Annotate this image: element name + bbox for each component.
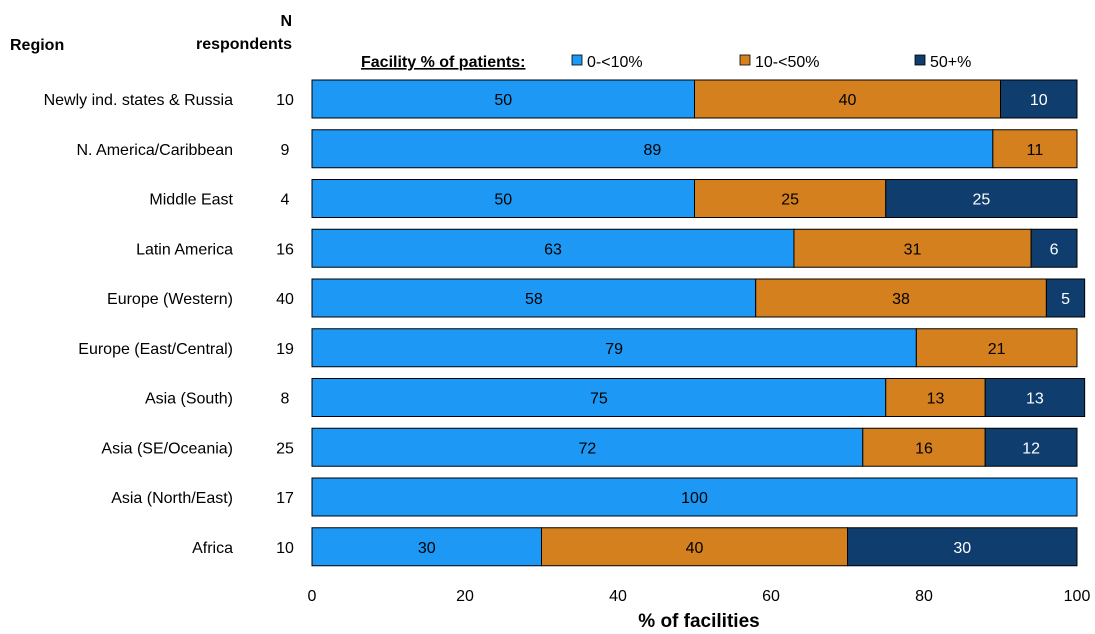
data-label: 25 [972, 192, 990, 209]
n-respondents-value: 19 [276, 341, 294, 358]
region-label: Middle East [149, 192, 233, 209]
x-tick-label: 80 [915, 588, 933, 605]
bar-segment [694, 179, 887, 218]
x-tick-label: 0 [308, 588, 317, 605]
data-label: 13 [1026, 391, 1044, 408]
region-label: Newly ind. states & Russia [44, 92, 234, 109]
legend-label: 10-<50% [755, 54, 820, 71]
data-label: 75 [590, 391, 608, 408]
region-label: Africa [192, 540, 233, 557]
n-respondents-value: 40 [276, 291, 294, 308]
bar-segment [311, 179, 695, 218]
bar-segment [1000, 79, 1078, 119]
legend: 0-<10% 10-<50% 50+% [571, 54, 971, 71]
x-tick-label: 100 [1064, 588, 1091, 605]
bar-segment [992, 129, 1078, 169]
bar-segment [862, 427, 986, 467]
bar-segment [847, 527, 1078, 567]
data-label: 31 [904, 241, 922, 258]
x-tick-label: 20 [456, 588, 474, 605]
data-label: 79 [605, 341, 623, 358]
x-tick-label: 40 [609, 588, 627, 605]
bar-segment [311, 129, 994, 169]
bar-segment [793, 228, 1032, 268]
data-label: 10 [1030, 92, 1048, 109]
data-label: 72 [579, 440, 597, 457]
region-label: Europe (Western) [107, 291, 233, 308]
bar-segment [1030, 228, 1078, 268]
region-label: Europe (East/Central) [78, 341, 233, 358]
bar-segment [311, 228, 795, 268]
data-label: 30 [418, 540, 436, 557]
region-label: Latin America [136, 241, 233, 258]
bar-segment [915, 328, 1078, 368]
data-label: 50 [494, 192, 512, 209]
n-respondents-value: 16 [276, 241, 294, 258]
n-respondents-value: 10 [276, 92, 294, 109]
legend-swatch [739, 54, 751, 66]
data-label: 12 [1022, 440, 1040, 457]
data-label: 63 [544, 241, 562, 258]
n-respondents-value: 9 [281, 142, 290, 159]
data-label: 100 [681, 490, 708, 507]
legend-label: 0-<10% [587, 54, 643, 71]
data-label: 25 [781, 192, 799, 209]
bar-segment [311, 278, 757, 318]
data-label: 5 [1061, 291, 1070, 308]
legend-title: Facility % of patients: [361, 54, 525, 71]
x-axis: 0 20 40 60 80 100 [308, 588, 1091, 605]
bar-segment [984, 378, 1086, 417]
data-label: 30 [953, 540, 971, 557]
data-label: 13 [927, 391, 945, 408]
data-label: 40 [839, 92, 857, 109]
bar-segment [694, 79, 1001, 119]
data-label: 16 [915, 440, 933, 457]
bar-segment [885, 179, 1078, 218]
n-respondents-value: 4 [281, 192, 290, 209]
region-label: N. America/Caribbean [76, 142, 233, 159]
x-tick-label: 60 [762, 588, 780, 605]
bar-segment [541, 527, 848, 567]
row-labels: Newly ind. states & Russia 10 N. America/C… [44, 92, 294, 557]
bar-area: 50 40 10 89 11 50 25 25 63 31 6 58 38 5 79 21 75 13 13 72 16… [311, 79, 1086, 567]
region-label: Asia (North/East) [111, 490, 233, 507]
data-label: 58 [525, 291, 543, 308]
bar-segment [885, 378, 986, 417]
bar-segment [311, 378, 887, 417]
n-respondents-value: 17 [276, 490, 294, 507]
bar-segment [1045, 278, 1086, 318]
legend-swatch [571, 54, 583, 66]
region-label: Asia (SE/Oceania) [101, 440, 233, 457]
region-label: Asia (South) [145, 391, 233, 408]
legend-label: 50+% [930, 54, 971, 71]
n-column-header-line1: N [280, 13, 292, 30]
n-column-header-line2: respondents [196, 36, 292, 53]
data-label: 50 [494, 92, 512, 109]
data-label: 40 [686, 540, 704, 557]
data-label: 6 [1050, 241, 1059, 258]
bar-segment [311, 427, 864, 467]
data-label: 21 [988, 341, 1006, 358]
data-label: 38 [892, 291, 910, 308]
n-respondents-value: 10 [276, 540, 294, 557]
bar-segment [984, 427, 1078, 467]
n-respondents-value: 25 [276, 440, 294, 457]
bar-segment [311, 79, 695, 119]
bar-segment [755, 278, 1047, 318]
data-label: 11 [1027, 142, 1044, 159]
legend-swatch [914, 54, 926, 66]
x-axis-label: % of facilities [638, 611, 759, 629]
n-respondents-value: 8 [281, 391, 290, 408]
bar-segment [311, 477, 1078, 517]
region-column-header: Region [10, 37, 64, 54]
data-label: 89 [644, 142, 662, 159]
